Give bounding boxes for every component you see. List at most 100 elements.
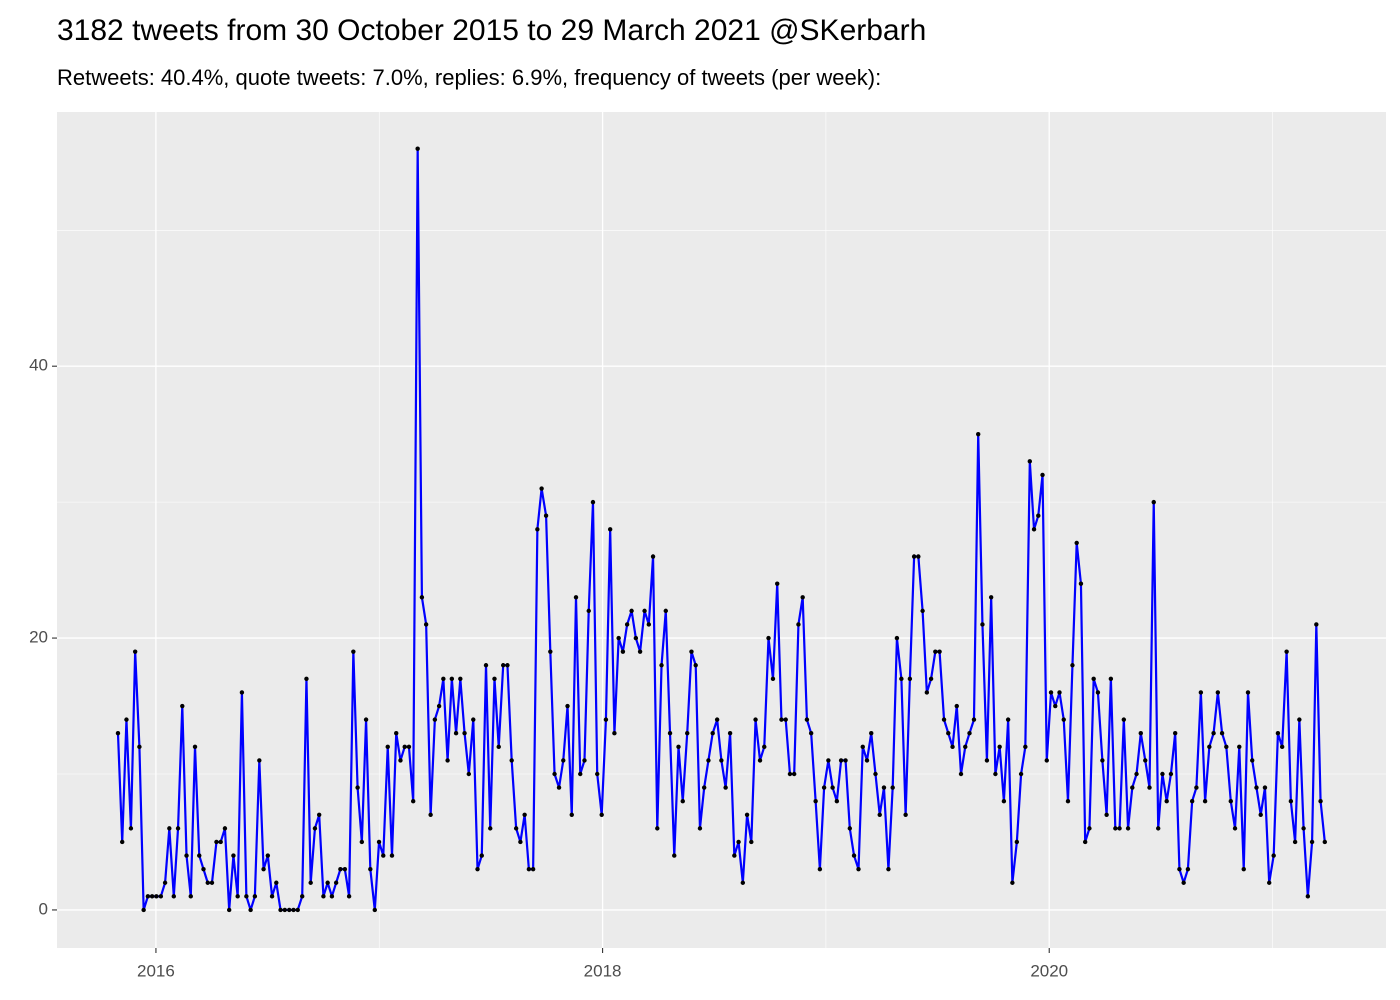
data-point — [235, 894, 240, 899]
data-point — [449, 676, 455, 682]
data-point — [749, 839, 754, 845]
data-point — [727, 731, 733, 736]
data-point — [1211, 731, 1216, 736]
data-point — [693, 663, 698, 668]
data-point — [124, 717, 129, 722]
data-point — [736, 839, 741, 845]
data-point — [359, 839, 365, 845]
data-point — [1010, 880, 1015, 885]
data-point — [184, 853, 189, 858]
data-point — [1036, 513, 1041, 518]
data-point — [757, 758, 763, 763]
data-point — [565, 703, 570, 709]
data-point — [1113, 826, 1118, 831]
data-point — [1254, 785, 1259, 790]
data-point — [796, 622, 801, 627]
data-point — [723, 785, 728, 790]
data-point — [950, 744, 955, 750]
data-point — [1292, 839, 1298, 845]
data-point — [483, 663, 489, 668]
data-point — [209, 880, 215, 885]
data-point — [881, 785, 887, 790]
data-point — [1117, 826, 1122, 831]
data-point — [642, 608, 647, 614]
data-point — [389, 853, 395, 858]
data-point — [1040, 472, 1045, 478]
data-point — [937, 649, 942, 654]
data-point — [329, 894, 335, 899]
data-point — [744, 812, 750, 817]
data-point — [441, 676, 446, 682]
data-point — [603, 717, 609, 722]
data-point — [248, 907, 253, 913]
data-point — [1224, 744, 1229, 750]
data-point — [291, 907, 296, 913]
data-point — [509, 758, 514, 763]
data-point — [830, 785, 835, 790]
data-point — [1134, 771, 1139, 777]
data-point — [629, 608, 634, 614]
data-point — [1258, 812, 1263, 817]
data-point — [192, 744, 198, 750]
data-point — [295, 907, 300, 913]
data-point — [342, 866, 348, 872]
data-point — [1284, 649, 1289, 654]
data-point — [453, 731, 459, 736]
data-point — [239, 690, 245, 695]
data-point — [924, 690, 930, 695]
data-point — [1070, 663, 1075, 668]
data-point — [137, 744, 142, 750]
data-point — [492, 676, 497, 682]
data-point — [1181, 880, 1186, 885]
data-point — [394, 731, 399, 736]
data-point — [1262, 785, 1268, 790]
data-point — [1198, 690, 1204, 695]
data-point — [381, 853, 386, 858]
data-point — [287, 907, 292, 913]
data-point — [1087, 826, 1092, 831]
data-point — [783, 717, 788, 722]
data-point — [676, 744, 681, 750]
data-point — [1091, 676, 1096, 682]
data-point — [646, 622, 652, 627]
data-point — [244, 894, 249, 899]
data-point — [1053, 703, 1058, 709]
data-point — [269, 894, 275, 899]
data-point — [1014, 839, 1020, 845]
data-point — [753, 717, 758, 722]
data-point — [1147, 785, 1152, 790]
data-point — [308, 880, 313, 885]
data-point — [1143, 758, 1148, 763]
data-point — [398, 758, 403, 763]
data-point — [701, 785, 707, 790]
data-point — [505, 663, 510, 668]
data-point — [304, 676, 309, 682]
data-point — [663, 608, 668, 614]
data-point — [813, 798, 818, 804]
data-point — [650, 554, 656, 559]
data-point — [834, 798, 840, 804]
data-point — [355, 785, 360, 790]
data-point — [1095, 690, 1101, 695]
data-point — [860, 744, 865, 750]
data-point — [689, 649, 694, 654]
data-point — [800, 595, 805, 600]
data-point — [363, 717, 369, 722]
data-point — [685, 731, 690, 736]
data-point — [697, 826, 703, 831]
data-point — [869, 731, 874, 736]
data-point — [1160, 771, 1165, 777]
data-point — [980, 622, 985, 627]
plot-panel — [57, 112, 1386, 948]
data-point — [599, 812, 604, 817]
data-point — [1061, 717, 1066, 722]
data-point — [496, 744, 501, 750]
data-point — [316, 812, 322, 817]
data-point — [188, 894, 193, 899]
data-point — [479, 853, 484, 858]
data-point — [775, 581, 780, 586]
data-point — [274, 880, 279, 885]
data-point — [428, 812, 433, 817]
